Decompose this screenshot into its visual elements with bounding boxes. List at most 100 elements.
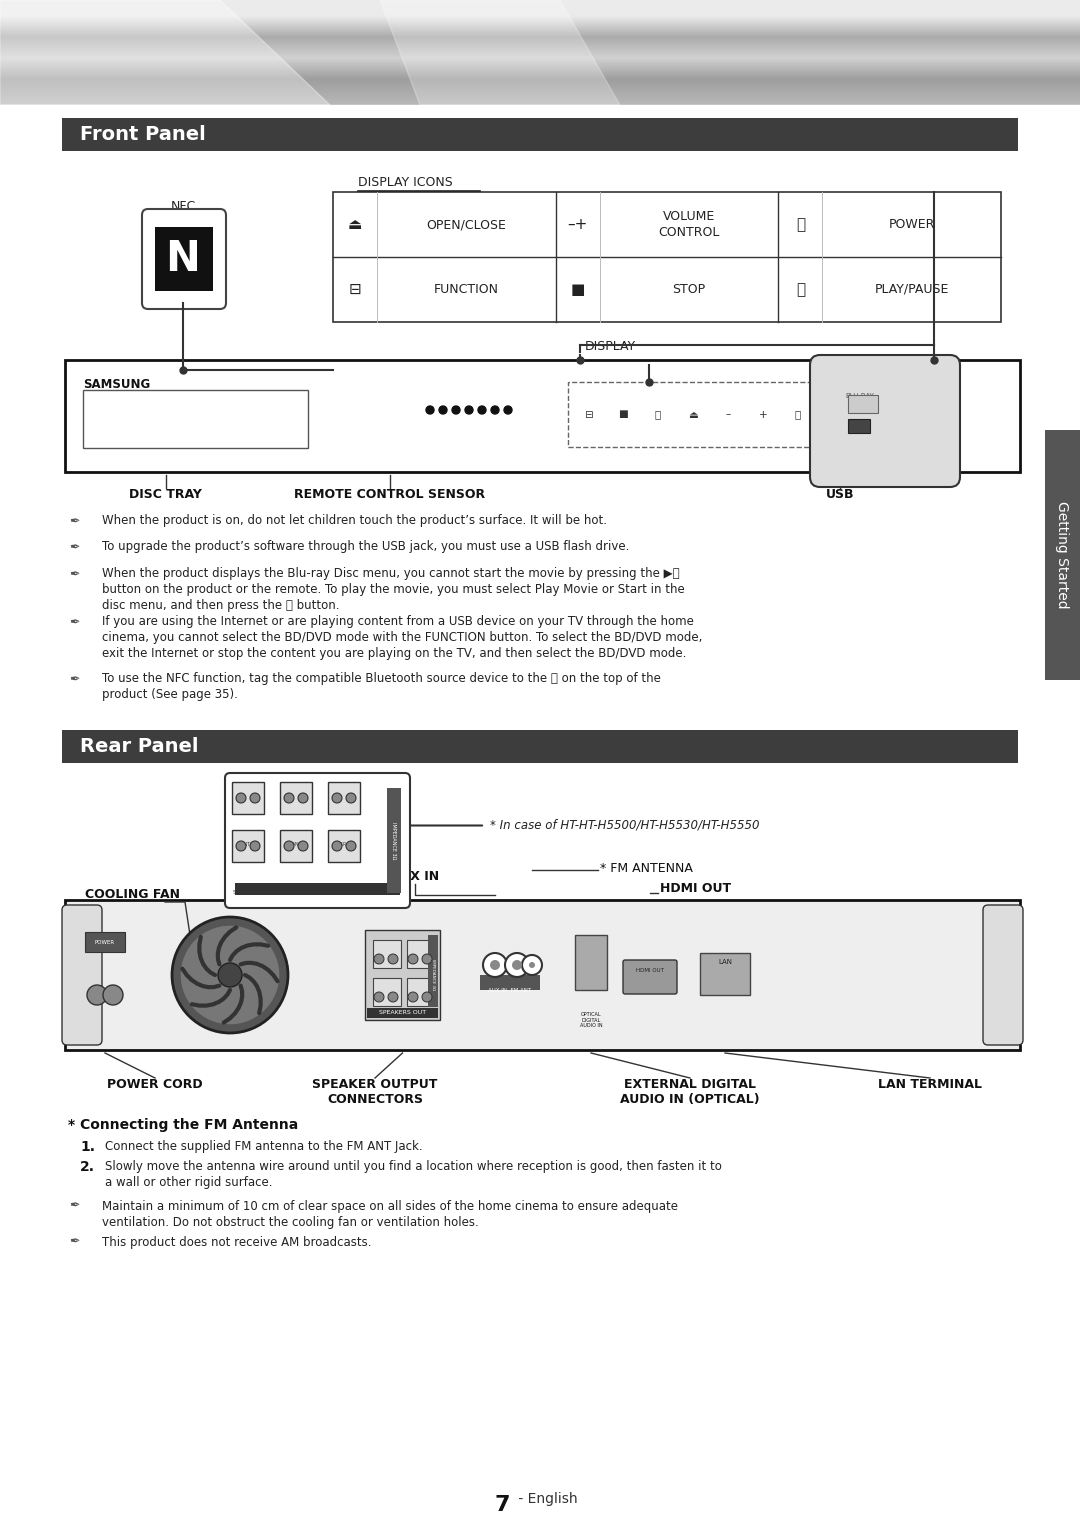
Circle shape bbox=[512, 961, 522, 970]
Text: ✒: ✒ bbox=[69, 542, 79, 555]
Bar bbox=[328, 781, 360, 813]
Text: 2.: 2. bbox=[80, 1160, 95, 1174]
Circle shape bbox=[408, 993, 418, 1002]
Text: ⏻: ⏻ bbox=[796, 218, 805, 231]
Bar bbox=[65, 360, 1020, 472]
Text: USB: USB bbox=[826, 489, 854, 501]
FancyBboxPatch shape bbox=[141, 208, 226, 309]
Circle shape bbox=[180, 925, 280, 1025]
Text: SURR R/L: SURR R/L bbox=[333, 890, 355, 895]
Bar bbox=[407, 941, 435, 968]
Circle shape bbox=[465, 406, 473, 414]
FancyBboxPatch shape bbox=[623, 961, 677, 994]
Text: EXTERNAL DIGITAL
AUDIO IN (OPTICAL): EXTERNAL DIGITAL AUDIO IN (OPTICAL) bbox=[620, 1079, 760, 1106]
Bar bbox=[700, 953, 750, 994]
Circle shape bbox=[408, 954, 418, 964]
Circle shape bbox=[483, 953, 507, 977]
Circle shape bbox=[237, 794, 246, 803]
Text: SUBWOOFER: SUBWOOFER bbox=[232, 890, 264, 895]
Circle shape bbox=[103, 985, 123, 1005]
Text: ventilation. Do not obstruct the cooling fan or ventilation holes.: ventilation. Do not obstruct the cooling… bbox=[102, 1216, 478, 1229]
Text: BLU-RAY: BLU-RAY bbox=[845, 394, 874, 398]
Text: N: N bbox=[165, 237, 201, 280]
Text: SURR R/L: SURR R/L bbox=[333, 843, 355, 847]
FancyBboxPatch shape bbox=[62, 905, 102, 1045]
Bar bbox=[373, 977, 401, 1007]
Bar bbox=[365, 930, 440, 1020]
Text: * FM ANTENNA: * FM ANTENNA bbox=[600, 863, 693, 875]
Text: LAN: LAN bbox=[718, 959, 732, 965]
Text: This product does not receive AM broadcasts.: This product does not receive AM broadca… bbox=[102, 1236, 372, 1249]
Circle shape bbox=[490, 961, 500, 970]
Bar bbox=[480, 974, 540, 990]
Text: To use the NFC function, tag the compatible Bluetooth source device to the ⓝ on : To use the NFC function, tag the compati… bbox=[102, 673, 661, 685]
Circle shape bbox=[491, 406, 499, 414]
Text: SPEAKERS OUT: SPEAKERS OUT bbox=[379, 1011, 427, 1016]
Bar bbox=[428, 935, 438, 1007]
Text: STOP: STOP bbox=[673, 283, 705, 296]
Circle shape bbox=[298, 841, 308, 850]
Bar bbox=[333, 192, 1001, 322]
Text: ■: ■ bbox=[618, 409, 627, 420]
Bar bbox=[85, 931, 125, 951]
Text: When the product displays the Blu-ray Disc menu, you cannot start the movie by p: When the product displays the Blu-ray Di… bbox=[102, 567, 679, 581]
Text: AUX IN: AUX IN bbox=[391, 870, 440, 882]
Circle shape bbox=[249, 794, 260, 803]
Bar bbox=[156, 227, 213, 291]
Bar bbox=[62, 731, 1018, 763]
Text: FUNCTION: FUNCTION bbox=[434, 283, 499, 296]
Text: a wall or other rigid surface.: a wall or other rigid surface. bbox=[105, 1177, 272, 1189]
FancyBboxPatch shape bbox=[225, 774, 410, 908]
Bar bbox=[235, 882, 400, 895]
Text: ⊟: ⊟ bbox=[583, 409, 592, 420]
Text: ✒: ✒ bbox=[69, 674, 79, 686]
Text: HDMI OUT: HDMI OUT bbox=[636, 968, 664, 973]
Text: * In case of HT-HT-H5500/HT-H5530/HT-H5550: * In case of HT-HT-H5500/HT-H5530/HT-H55… bbox=[490, 820, 759, 832]
Circle shape bbox=[332, 794, 342, 803]
Circle shape bbox=[87, 985, 107, 1005]
Bar bbox=[387, 787, 401, 893]
Text: * Connecting the FM Antenna: * Connecting the FM Antenna bbox=[68, 1118, 298, 1132]
Text: NFC: NFC bbox=[171, 201, 195, 213]
Bar bbox=[280, 830, 312, 863]
Text: HDMI OUT: HDMI OUT bbox=[660, 882, 731, 895]
Text: OPEN/CLOSE: OPEN/CLOSE bbox=[427, 218, 507, 231]
Text: ✒: ✒ bbox=[69, 1236, 79, 1249]
Circle shape bbox=[298, 794, 308, 803]
Text: REMOTE CONTROL SENSOR: REMOTE CONTROL SENSOR bbox=[295, 489, 486, 501]
Text: 1.: 1. bbox=[80, 1140, 95, 1154]
Text: disc menu, and then press the ⏯ button.: disc menu, and then press the ⏯ button. bbox=[102, 599, 339, 611]
Text: FRONT L: FRONT L bbox=[285, 890, 307, 895]
Bar bbox=[65, 899, 1020, 1049]
Text: ✒: ✒ bbox=[69, 568, 79, 582]
Text: POWER: POWER bbox=[95, 939, 116, 945]
Text: ⊟: ⊟ bbox=[349, 282, 362, 297]
Text: CENTER: CENTER bbox=[238, 843, 258, 847]
Bar bbox=[848, 395, 878, 414]
Text: OPTICAL
DIGITAL
AUDIO IN: OPTICAL DIGITAL AUDIO IN bbox=[580, 1011, 603, 1028]
Circle shape bbox=[346, 841, 356, 850]
Text: Slowly move the antenna wire around until you find a location where reception is: Slowly move the antenna wire around unti… bbox=[105, 1160, 721, 1174]
Text: When the product is on, do not let children touch the product’s surface. It will: When the product is on, do not let child… bbox=[102, 515, 607, 527]
Text: ⏏: ⏏ bbox=[688, 409, 698, 420]
Text: SAMSUNG: SAMSUNG bbox=[83, 378, 150, 391]
Text: COOLING FAN: COOLING FAN bbox=[85, 889, 180, 901]
Text: PLAY/PAUSE: PLAY/PAUSE bbox=[875, 283, 949, 296]
Bar bbox=[62, 118, 1018, 152]
Circle shape bbox=[438, 406, 447, 414]
Text: If you are using the Internet or are playing content from a USB device on your T: If you are using the Internet or are pla… bbox=[102, 614, 693, 628]
Bar bbox=[568, 381, 838, 447]
Text: IMPEDANCE 3Ω: IMPEDANCE 3Ω bbox=[391, 821, 396, 859]
Text: SPEAKERS OUT: SPEAKERS OUT bbox=[292, 898, 343, 904]
Text: Rear Panel: Rear Panel bbox=[80, 737, 199, 755]
Circle shape bbox=[504, 406, 512, 414]
Circle shape bbox=[284, 841, 294, 850]
Circle shape bbox=[284, 794, 294, 803]
Text: Getting Started: Getting Started bbox=[1055, 501, 1069, 608]
Text: IMPEDANCE 3Ω: IMPEDANCE 3Ω bbox=[431, 959, 435, 991]
FancyBboxPatch shape bbox=[810, 355, 960, 487]
Bar bbox=[367, 1008, 438, 1017]
Text: DISC TRAY: DISC TRAY bbox=[130, 489, 202, 501]
Text: FRONT R: FRONT R bbox=[285, 843, 307, 847]
Circle shape bbox=[388, 993, 399, 1002]
